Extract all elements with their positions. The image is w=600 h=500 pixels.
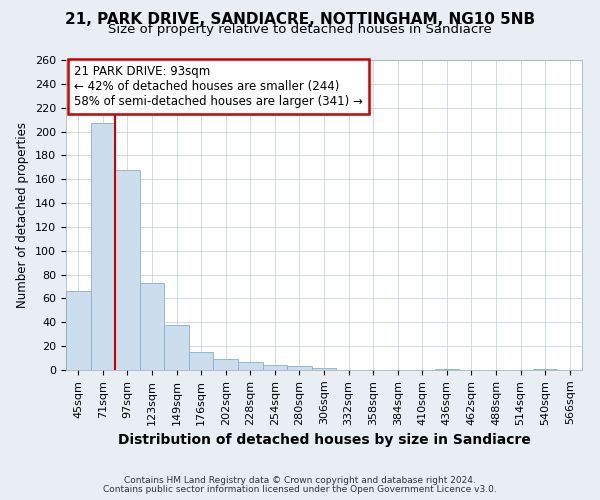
Bar: [214, 360, 238, 370]
X-axis label: Distribution of detached houses by size in Sandiacre: Distribution of detached houses by size …: [118, 433, 530, 447]
Text: Contains HM Land Registry data © Crown copyright and database right 2024.: Contains HM Land Registry data © Crown c…: [124, 476, 476, 485]
Bar: [263, 365, 287, 370]
Bar: [115, 170, 140, 370]
Bar: [91, 123, 115, 370]
Y-axis label: Number of detached properties: Number of detached properties: [16, 122, 29, 308]
Bar: [533, 369, 557, 370]
Bar: [312, 368, 336, 370]
Bar: [189, 352, 214, 370]
Bar: [238, 362, 263, 370]
Text: Size of property relative to detached houses in Sandiacre: Size of property relative to detached ho…: [108, 24, 492, 36]
Bar: [140, 283, 164, 370]
Bar: [287, 366, 312, 370]
Text: 21 PARK DRIVE: 93sqm
← 42% of detached houses are smaller (244)
58% of semi-deta: 21 PARK DRIVE: 93sqm ← 42% of detached h…: [74, 64, 362, 108]
Bar: [434, 369, 459, 370]
Bar: [66, 292, 91, 370]
Bar: [164, 324, 189, 370]
Text: Contains public sector information licensed under the Open Government Licence v3: Contains public sector information licen…: [103, 485, 497, 494]
Text: 21, PARK DRIVE, SANDIACRE, NOTTINGHAM, NG10 5NB: 21, PARK DRIVE, SANDIACRE, NOTTINGHAM, N…: [65, 12, 535, 28]
